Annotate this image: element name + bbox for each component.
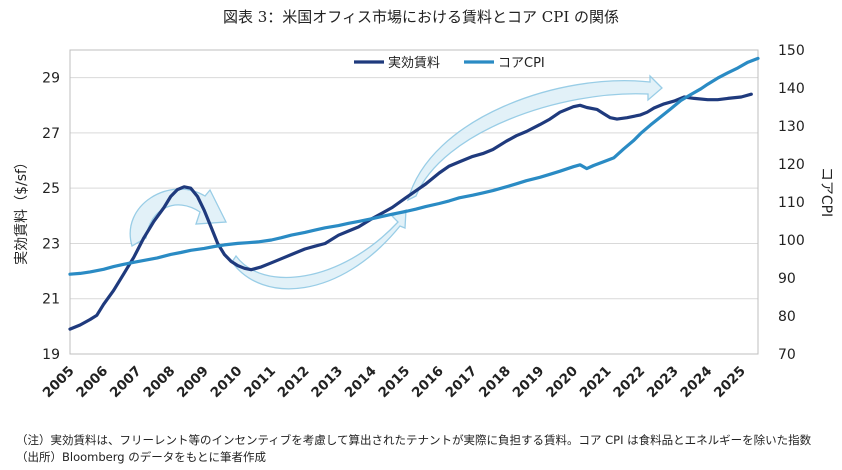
y-right-tick-label: 130 bbox=[778, 119, 805, 135]
x-tick-label: 2018 bbox=[476, 363, 514, 401]
trend-arrow-2015-2023 bbox=[406, 74, 663, 202]
legend-label: 実効賃料 bbox=[388, 55, 440, 71]
x-tick-label: 2005 bbox=[40, 363, 78, 401]
footnote-source: （出所）Bloomberg のデータをもとに筆者作成 bbox=[16, 450, 266, 464]
x-tick-label: 2016 bbox=[409, 363, 447, 401]
y-left-tick-label: 27 bbox=[42, 126, 60, 142]
x-tick-label: 2010 bbox=[208, 363, 246, 401]
y-right-tick-label: 80 bbox=[778, 309, 796, 325]
y-left-tick-label: 23 bbox=[42, 236, 60, 252]
x-tick-label: 2023 bbox=[644, 363, 682, 401]
x-tick-label: 2021 bbox=[577, 363, 615, 401]
x-tick-label: 2006 bbox=[73, 363, 111, 401]
chart-title: 図表 3：米国オフィス市場における賃料とコア CPI の関係 bbox=[222, 8, 620, 26]
plot-frame bbox=[69, 49, 759, 355]
y-right-tick-label: 90 bbox=[778, 271, 796, 287]
x-tick-label: 2024 bbox=[677, 363, 715, 401]
y-left-tick-label: 29 bbox=[42, 71, 60, 87]
x-tick-label: 2013 bbox=[308, 363, 346, 401]
cpi-series-line bbox=[68, 56, 760, 276]
y-left-axis-label: 実効賃料（$/sf） bbox=[14, 155, 30, 265]
legend-label: コアCPI bbox=[498, 56, 545, 71]
y-right-tick-label: 110 bbox=[778, 195, 805, 211]
chart-area: 19 21 23 25 27 29 70 80 90 100 110 120 130 140 150 2005… bbox=[14, 43, 834, 401]
x-tick-label: 2015 bbox=[375, 363, 413, 401]
y-right-tick-label: 70 bbox=[778, 347, 796, 363]
x-tick-label: 2007 bbox=[107, 363, 145, 401]
y-right-tick-label: 150 bbox=[778, 43, 805, 59]
x-tick-label: 2017 bbox=[443, 363, 481, 401]
x-tick-label: 2012 bbox=[275, 363, 313, 401]
x-tick-label: 2019 bbox=[510, 363, 548, 401]
y-right-tick-label: 100 bbox=[778, 233, 805, 249]
x-tick-label: 2011 bbox=[241, 363, 279, 401]
x-tick-label: 2020 bbox=[543, 363, 581, 401]
y-right-tick-label: 120 bbox=[778, 157, 805, 173]
x-tick-label: 2025 bbox=[711, 363, 749, 401]
y-right-tick-label: 140 bbox=[778, 81, 805, 97]
x-tick-label: 2008 bbox=[140, 363, 178, 401]
footnote-note: （注）実効賃料は、フリーレント等のインセンティブを考慮して算出されたテナントが実… bbox=[16, 433, 812, 447]
y-left-tick-label: 25 bbox=[42, 181, 60, 197]
x-tick-label: 2009 bbox=[174, 363, 212, 401]
x-tick-label: 2014 bbox=[342, 363, 380, 401]
y-right-axis-label: コアCPI bbox=[818, 167, 834, 217]
y-left-tick-label: 21 bbox=[42, 292, 60, 308]
y-left-tick-label: 19 bbox=[42, 347, 60, 363]
rent-series-line bbox=[68, 92, 753, 331]
x-tick-label: 2022 bbox=[610, 363, 648, 401]
trend-arrow-2010-2015 bbox=[231, 208, 407, 290]
